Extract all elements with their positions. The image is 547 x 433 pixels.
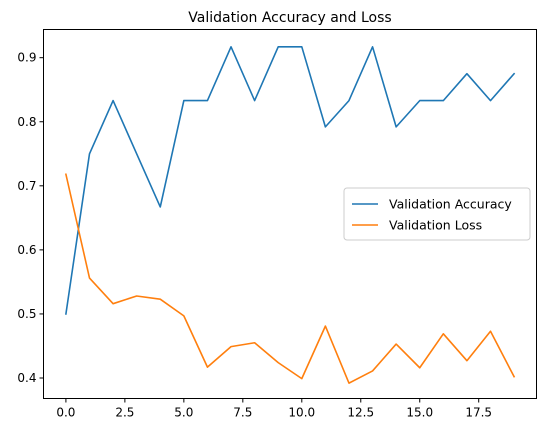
- plot-area: [64, 45, 516, 384]
- y-tick-label: 0.6: [17, 243, 36, 257]
- x-tick-label: 15.0: [406, 406, 433, 420]
- x-tick-label: 7.5: [233, 406, 252, 420]
- y-tick-label: 0.9: [17, 51, 36, 65]
- x-axis: 0.0 2.5 5.0 7.5 10.0 12.5 15.0 17.5: [56, 398, 492, 420]
- x-tick-label: 12.5: [347, 406, 374, 420]
- series-line-validation-loss: [64, 173, 516, 384]
- y-tick-label: 0.4: [17, 371, 36, 385]
- legend-label: Validation Accuracy: [389, 197, 512, 212]
- y-tick-label: 0.5: [17, 307, 36, 321]
- x-tick-label: 10.0: [288, 406, 315, 420]
- axes-frame: [43, 29, 537, 399]
- y-tick-label: 0.7: [17, 179, 36, 193]
- legend-box: [343, 187, 531, 241]
- chart-title: Validation Accuracy and Loss: [188, 10, 391, 26]
- x-tick-label: 2.5: [115, 406, 134, 420]
- legend: Validation Accuracy Validation Loss: [343, 187, 531, 241]
- x-tick-label: 5.0: [174, 406, 193, 420]
- x-tick-label: 17.5: [465, 406, 492, 420]
- legend-label: Validation Loss: [389, 218, 482, 233]
- x-tick-label: 0.0: [56, 406, 75, 420]
- y-axis: 0.4 0.5 0.6 0.7 0.8 0.9: [17, 51, 44, 385]
- series-line-validation-accuracy: [65, 45, 516, 315]
- y-tick-label: 0.8: [17, 115, 36, 129]
